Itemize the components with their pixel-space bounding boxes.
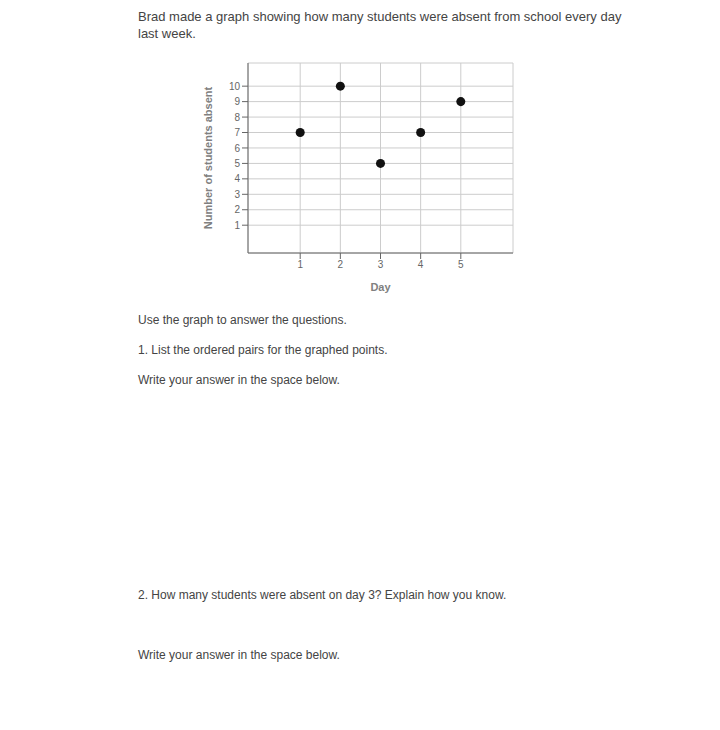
svg-text:9: 9 (234, 96, 240, 107)
svg-text:8: 8 (234, 112, 240, 123)
html-text:Write your answer in the space: Write your answer in the space below. (138, 373, 340, 387)
html-text:Brad made a graph showing how: Brad made a graph showing how many stude… (138, 9, 622, 41)
svg-text:7: 7 (234, 127, 240, 138)
svg-text:1: 1 (297, 259, 303, 270)
svg-text:4: 4 (234, 173, 240, 184)
svg-text:2: 2 (234, 204, 240, 215)
svg-text:6: 6 (234, 143, 240, 154)
svg-text:10: 10 (229, 81, 241, 92)
html-text:2. How many students were abse: 2. How many students were absent on day … (138, 588, 507, 602)
html-text:Use the graph to answer the qu: Use the graph to answer the questions. (138, 313, 347, 327)
svg-text:5: 5 (234, 158, 240, 169)
svg-text:3: 3 (234, 189, 240, 200)
svg-text:3: 3 (378, 259, 384, 270)
html-text:1. List the ordered pairs for: 1. List the ordered pairs for the graphe… (138, 343, 388, 357)
svg-text:1: 1 (234, 220, 240, 231)
svg-text:2: 2 (338, 259, 344, 270)
html-text:Write your answer in the space: Write your answer in the space below. (138, 648, 340, 662)
svg-text:5: 5 (458, 259, 464, 270)
svg-text:4: 4 (418, 259, 424, 270)
svg-text:Day: Day (370, 281, 391, 293)
svg-text:Number of students absent: Number of students absent (202, 86, 214, 229)
